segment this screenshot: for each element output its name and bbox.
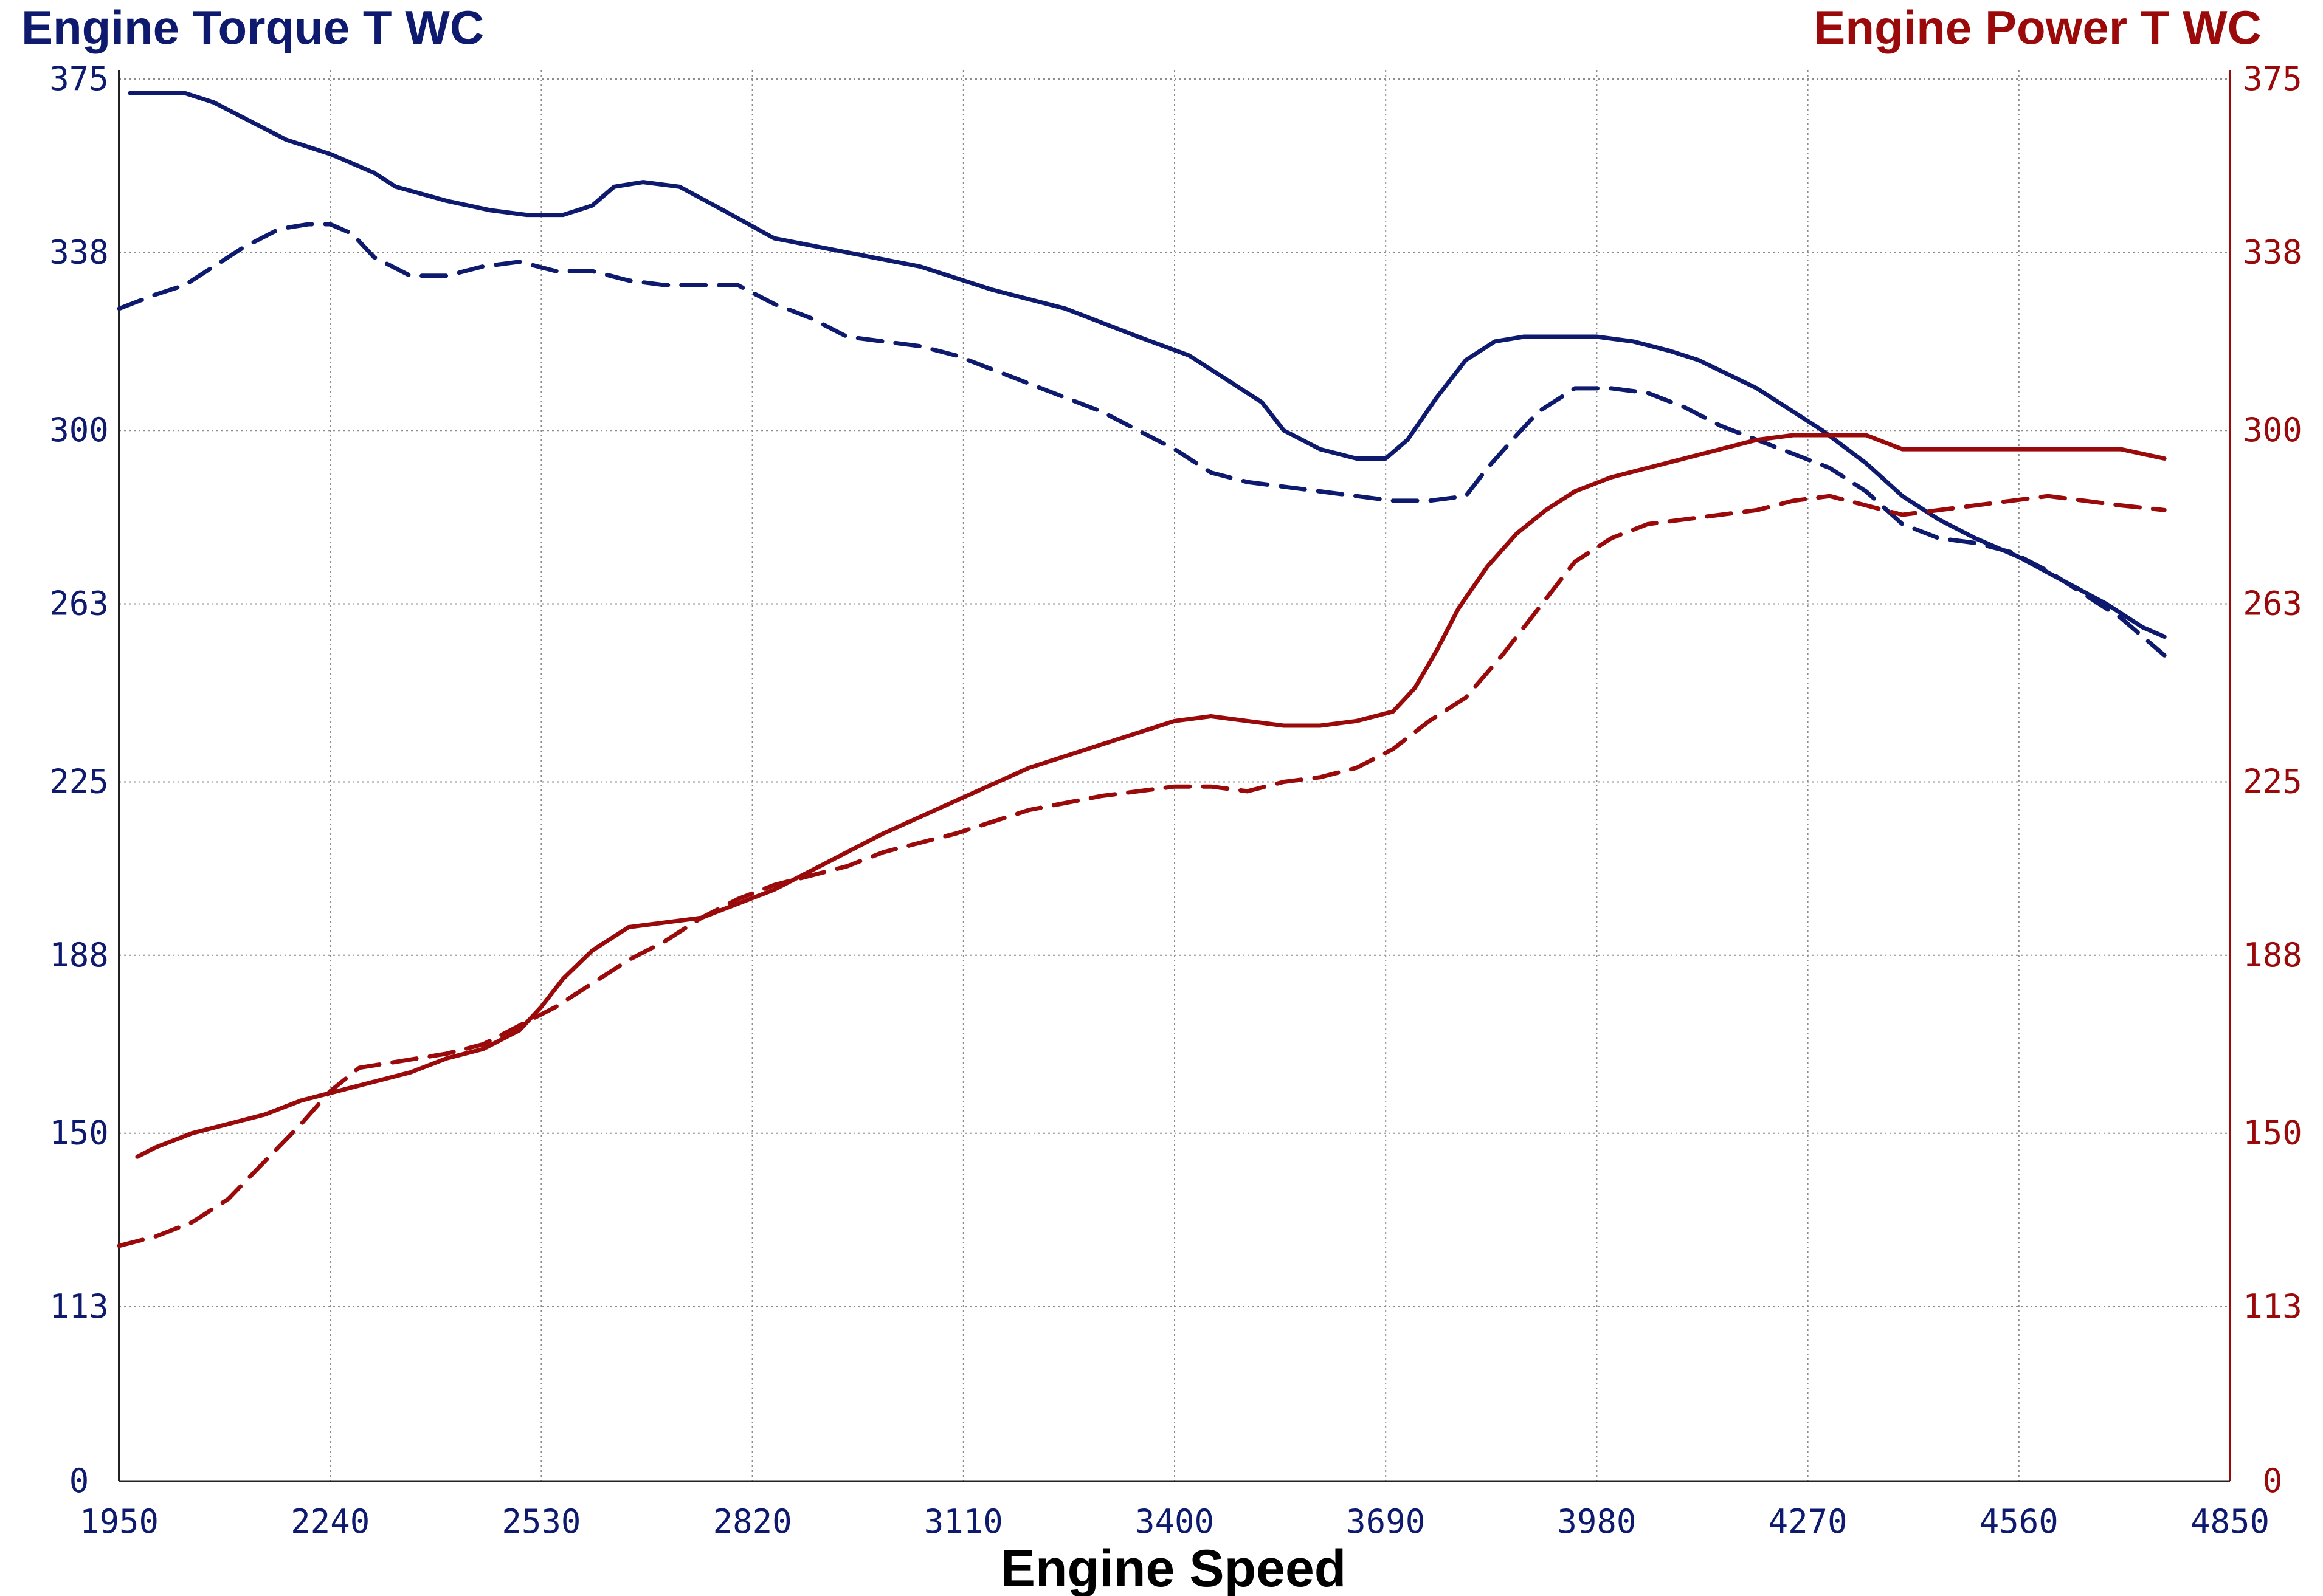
x-tick-label: 3980 <box>1557 1502 1636 1541</box>
x-tick-label: 4560 <box>1980 1502 2059 1541</box>
x-tick-label: 3690 <box>1346 1502 1425 1541</box>
y-left-tick-label: 188 <box>49 936 109 974</box>
right-axis-title: Engine Power T WC <box>1814 1 2262 54</box>
x-tick-label: 2820 <box>713 1502 792 1541</box>
grid-lines <box>119 70 2230 1481</box>
y-left-tick-label: 300 <box>49 411 109 449</box>
y-right-tick-label: 188 <box>2243 936 2302 974</box>
y-left-tick-label: 225 <box>49 762 109 800</box>
y-left-tick-label: 263 <box>49 585 109 623</box>
power-dashed-line <box>117 494 2167 1248</box>
y-right-tick-label: 300 <box>2243 411 2302 449</box>
y-right-tick-label: 375 <box>2243 60 2302 98</box>
y-left-tick-label: 150 <box>49 1114 109 1152</box>
torque-dashed-line <box>117 222 2167 658</box>
y-left-tick-label: 338 <box>49 233 109 271</box>
tick-layer: 375 338 300 263 225 188 150 113 0 375 338 300 263 225… <box>49 60 2302 1541</box>
series-layer <box>117 91 2167 1248</box>
x-axis-title: Engine Speed <box>1001 1539 1347 1596</box>
y-right-tick-label: 263 <box>2243 585 2302 623</box>
y-right-tick-label: 338 <box>2243 233 2302 271</box>
x-tick-label: 3110 <box>924 1502 1003 1541</box>
y-right-tick-label: 0 <box>2263 1462 2283 1500</box>
power-solid-line <box>135 433 2167 1159</box>
y-left-tick-label: 375 <box>49 60 109 98</box>
y-right-tick-label: 150 <box>2243 1114 2302 1152</box>
y-right-tick-label: 225 <box>2243 762 2302 800</box>
x-tick-label: 2240 <box>291 1502 370 1541</box>
left-axis-title: Engine Torque T WC <box>21 1 484 54</box>
x-tick-label: 2530 <box>502 1502 581 1541</box>
x-tick-label: 4270 <box>1769 1502 1848 1541</box>
x-tick-label: 3400 <box>1135 1502 1214 1541</box>
y-left-tick-label: 113 <box>49 1287 109 1326</box>
x-tick-label: 4850 <box>2190 1502 2269 1541</box>
y-left-tick-label: 0 <box>69 1462 89 1500</box>
y-right-tick-label: 113 <box>2243 1287 2302 1326</box>
x-tick-label: 1950 <box>80 1502 159 1541</box>
